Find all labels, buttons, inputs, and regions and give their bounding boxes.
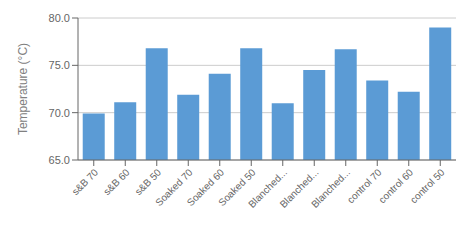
svg-text:control 70: control 70 xyxy=(344,166,384,206)
svg-text:s&B 50: s&B 50 xyxy=(133,166,164,197)
svg-text:control 50: control 50 xyxy=(408,166,447,205)
svg-text:Soaked 70: Soaked 70 xyxy=(153,166,195,209)
svg-text:control 60: control 60 xyxy=(376,166,416,206)
svg-text:Blanched...: Blanched... xyxy=(277,166,321,210)
svg-text:Soaked 60: Soaked 60 xyxy=(184,166,227,209)
svg-text:80.0: 80.0 xyxy=(49,12,70,24)
svg-text:75.0: 75.0 xyxy=(49,59,70,71)
svg-text:Temperature (°C): Temperature (°C) xyxy=(16,43,30,135)
svg-text:s&B 60: s&B 60 xyxy=(101,166,132,197)
svg-text:Blanched...: Blanched... xyxy=(246,166,290,210)
svg-text:70.0: 70.0 xyxy=(49,107,70,119)
svg-text:s&B 70: s&B 70 xyxy=(70,166,101,197)
svg-text:Blanched...: Blanched... xyxy=(309,167,352,210)
svg-text:Soaked 50: Soaked 50 xyxy=(216,166,258,209)
svg-text:65.0: 65.0 xyxy=(49,154,70,166)
